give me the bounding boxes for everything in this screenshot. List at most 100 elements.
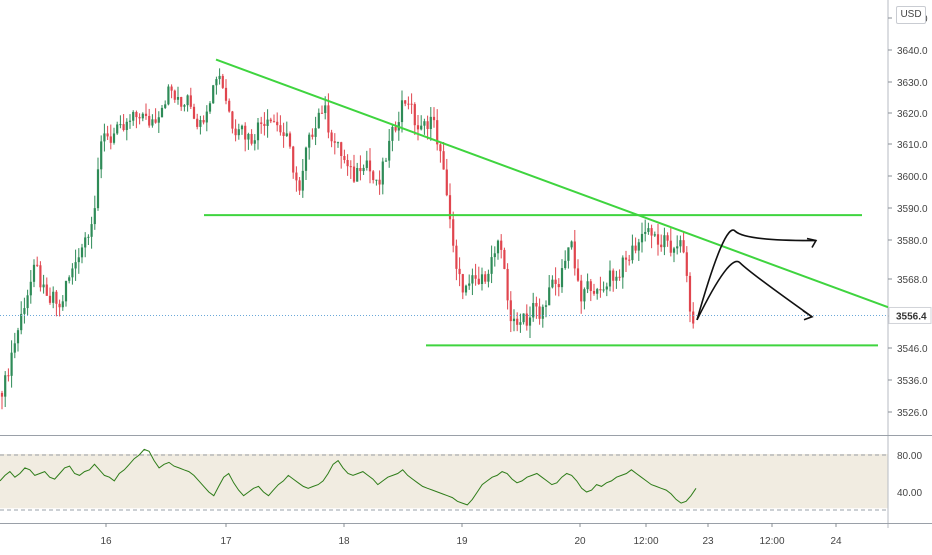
rsi-pane bbox=[0, 448, 888, 511]
candle bbox=[535, 296, 538, 319]
candle bbox=[103, 123, 106, 152]
candle bbox=[272, 114, 276, 123]
candle bbox=[23, 297, 26, 324]
candle bbox=[512, 309, 516, 332]
candle bbox=[682, 232, 685, 254]
candle bbox=[45, 277, 48, 296]
candle bbox=[336, 141, 340, 148]
candle bbox=[624, 250, 628, 273]
candle bbox=[381, 157, 384, 195]
candle bbox=[413, 102, 416, 135]
candle bbox=[61, 295, 64, 311]
y-tick-label: 3546.0 bbox=[897, 344, 928, 355]
candle bbox=[128, 114, 132, 129]
candle bbox=[244, 122, 247, 152]
candle bbox=[583, 287, 586, 310]
candle bbox=[615, 270, 618, 289]
last-price-marker: 3556.4 bbox=[888, 306, 932, 324]
candle bbox=[650, 224, 653, 249]
x-tick-label: 12:00 bbox=[759, 536, 784, 547]
last-price-label: 3556.4 bbox=[896, 311, 927, 322]
candle bbox=[122, 114, 125, 132]
candle bbox=[634, 237, 637, 254]
candle bbox=[288, 131, 292, 149]
candle bbox=[375, 179, 378, 186]
candle bbox=[394, 121, 397, 133]
candle bbox=[519, 313, 522, 333]
candle bbox=[93, 195, 96, 230]
candle bbox=[599, 276, 602, 298]
arrowhead-icon bbox=[802, 310, 814, 321]
currency-badge[interactable]: USD bbox=[896, 6, 926, 24]
candle bbox=[183, 104, 186, 112]
candle bbox=[141, 112, 144, 122]
y-tick-label: 3630.0 bbox=[897, 78, 928, 89]
candle bbox=[490, 245, 493, 284]
candle bbox=[640, 222, 644, 253]
candle bbox=[493, 246, 496, 267]
candle bbox=[260, 116, 263, 134]
candle bbox=[487, 269, 490, 288]
candle bbox=[410, 93, 413, 114]
candle bbox=[68, 275, 71, 284]
candle bbox=[586, 273, 589, 294]
candle bbox=[372, 169, 375, 184]
candle bbox=[349, 160, 352, 179]
candle bbox=[468, 274, 471, 290]
candle bbox=[170, 84, 173, 99]
candle bbox=[474, 263, 477, 286]
candle bbox=[282, 122, 285, 148]
candle bbox=[554, 267, 557, 296]
y-tick-label: 3536.0 bbox=[897, 376, 928, 387]
candle bbox=[544, 300, 548, 318]
candle bbox=[276, 112, 279, 132]
y-tick-label: 3610.0 bbox=[897, 140, 928, 151]
y-tick-label: 3590.0 bbox=[897, 204, 928, 215]
candle bbox=[509, 291, 512, 333]
candle bbox=[516, 312, 519, 332]
candle bbox=[205, 105, 208, 132]
candle bbox=[10, 340, 13, 388]
candle bbox=[112, 127, 116, 145]
candle bbox=[311, 128, 314, 140]
candle bbox=[16, 327, 20, 352]
candle bbox=[538, 298, 541, 325]
candle bbox=[589, 278, 592, 302]
candle bbox=[48, 287, 52, 305]
candle bbox=[541, 304, 544, 328]
candle bbox=[256, 117, 260, 150]
candle bbox=[301, 159, 304, 198]
candle bbox=[685, 246, 688, 283]
candle bbox=[87, 234, 90, 246]
rsi-band bbox=[0, 454, 888, 509]
candle bbox=[388, 129, 391, 168]
candle bbox=[452, 211, 455, 253]
candle bbox=[52, 286, 55, 309]
candle bbox=[426, 115, 429, 140]
candle bbox=[308, 132, 311, 160]
candle bbox=[618, 269, 621, 281]
candle bbox=[144, 103, 148, 120]
candle bbox=[522, 313, 525, 325]
candle bbox=[602, 281, 605, 293]
y-tick-label: 3600.0 bbox=[897, 172, 928, 183]
candle bbox=[356, 162, 359, 182]
candle bbox=[253, 134, 256, 151]
candle bbox=[192, 103, 196, 120]
candle bbox=[532, 292, 535, 322]
x-tick-label: 17 bbox=[220, 536, 232, 547]
candle bbox=[346, 154, 349, 176]
candle bbox=[266, 109, 269, 138]
candle bbox=[359, 155, 362, 181]
candle bbox=[176, 86, 180, 105]
y-tick-label: 3568.0 bbox=[897, 275, 928, 286]
candle bbox=[439, 143, 442, 163]
candle bbox=[567, 247, 570, 269]
candle bbox=[106, 125, 109, 141]
x-tick-label: 19 bbox=[456, 536, 468, 547]
candle bbox=[4, 371, 7, 408]
candle bbox=[340, 141, 343, 169]
candle bbox=[503, 247, 506, 270]
